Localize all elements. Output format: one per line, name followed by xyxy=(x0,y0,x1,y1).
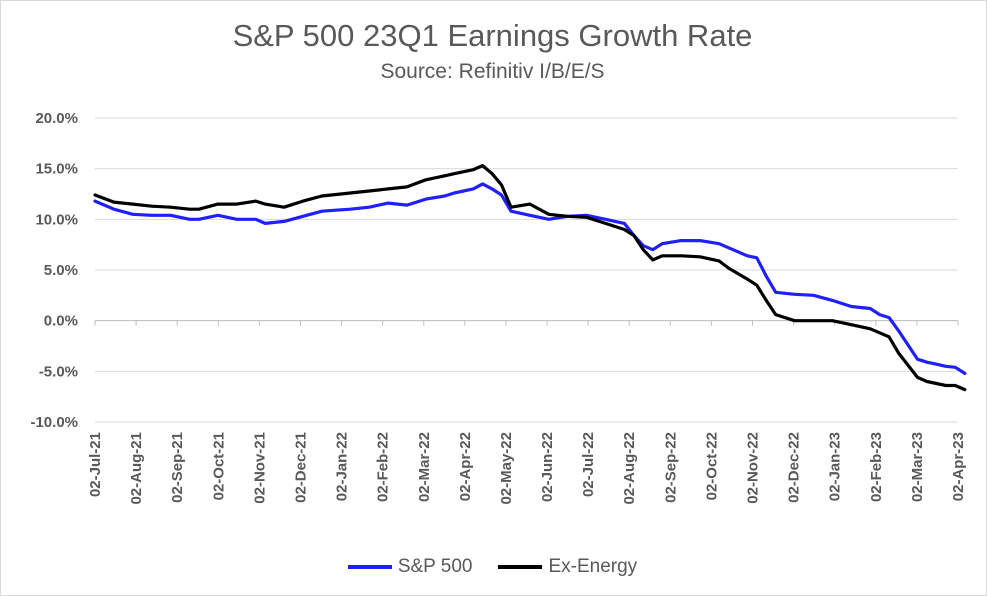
y-axis-ticks: 20.0% 15.0% 10.0% 5.0% 0.0% -5.0% -10.0% xyxy=(30,110,78,431)
x-tick-label: 02-Mar-22 xyxy=(416,432,433,502)
y-tick-label: -5.0% xyxy=(39,363,78,380)
legend-label-ex-energy: Ex-Energy xyxy=(548,556,638,577)
legend-swatch-ex-energy xyxy=(498,565,543,569)
y-tick-label: 0.0% xyxy=(44,313,78,330)
legend-swatch-sp500 xyxy=(347,565,392,569)
x-tick-label: 02-Dec-21 xyxy=(292,432,309,503)
x-tick-label: 02-Apr-23 xyxy=(950,432,967,501)
chart-title: S&P 500 23Q1 Earnings Growth Rate xyxy=(232,18,753,53)
x-tick-label: 02-Feb-23 xyxy=(868,432,885,502)
x-tick-label: 02-Oct-21 xyxy=(210,432,227,500)
chart-subtitle: Source: Refinitiv I/B/E/S xyxy=(380,60,605,83)
x-axis-ticks: 02-Jul-21 02-Aug-21 02-Sep-21 02-Oct-21 02-N… xyxy=(87,320,967,505)
y-tick-label: 20.0% xyxy=(35,110,78,127)
gridlines xyxy=(95,117,958,423)
x-tick-label: 02-May-22 xyxy=(498,432,515,505)
legend-label-sp500: S&P 500 xyxy=(397,556,473,577)
y-tick-label: 10.0% xyxy=(35,211,78,228)
x-tick-label: 02-Sep-22 xyxy=(662,432,679,503)
x-tick-label: 02-Jan-22 xyxy=(334,432,351,501)
series-lines xyxy=(93,164,967,392)
series-line-sp500 xyxy=(93,182,967,375)
x-tick-label: 02-Jul-21 xyxy=(87,432,104,497)
y-tick-label: -10.0% xyxy=(30,414,78,431)
legend-item-ex-energy: Ex-Energy xyxy=(498,556,637,578)
legend-item-sp500: S&P 500 xyxy=(347,556,473,578)
x-tick-label: 02-Feb-22 xyxy=(375,432,392,502)
x-tick-label: 02-Apr-22 xyxy=(457,432,474,501)
x-tick-label: 02-Nov-21 xyxy=(251,432,268,504)
x-tick-label: 02-Aug-21 xyxy=(128,432,145,505)
x-tick-label: 02-Jan-23 xyxy=(827,432,844,501)
x-tick-label: 02-Jun-22 xyxy=(539,432,556,502)
x-tick-label: 02-Dec-22 xyxy=(786,432,803,503)
y-tick-label: 5.0% xyxy=(44,262,78,279)
line-chart: 20.0% 15.0% 10.0% 5.0% 0.0% -5.0% -10.0% 02-Ju… xyxy=(30,110,967,505)
x-tick-label: 02-Mar-23 xyxy=(909,432,926,502)
x-tick-label: 02-Nov-22 xyxy=(745,432,762,504)
x-tick-label: 02-Oct-22 xyxy=(703,432,720,500)
x-tick-label: 02-Jul-22 xyxy=(580,432,597,497)
series-line-ex-energy xyxy=(93,164,967,392)
y-tick-label: 15.0% xyxy=(35,161,78,178)
x-tick-label: 02-Sep-21 xyxy=(169,432,186,503)
legend: S&P 500 Ex-Energy xyxy=(0,556,985,578)
x-tick-label: 02-Aug-22 xyxy=(621,432,638,505)
